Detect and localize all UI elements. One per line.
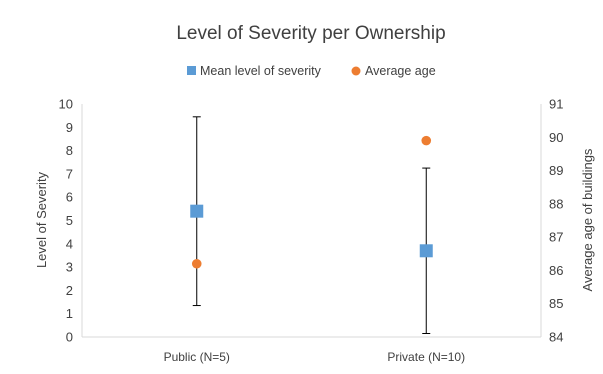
right-axis-title: Average age of buildings <box>580 148 595 291</box>
left-tick-label: 10 <box>59 97 73 112</box>
category-labels: Public (N=5) Private (N=10) <box>164 350 466 364</box>
mean-severity-point <box>419 244 433 258</box>
left-tick-label: 3 <box>66 260 73 275</box>
right-tick-label: 84 <box>549 330 563 345</box>
left-tick-label: 8 <box>66 143 73 158</box>
right-tick-label: 87 <box>549 230 563 245</box>
average-age-point <box>191 258 202 269</box>
right-tick-label: 91 <box>549 97 563 112</box>
right-axis-ticks: 84 85 86 87 88 89 90 91 <box>549 97 563 345</box>
left-tick-label: 4 <box>66 236 73 251</box>
legend: Mean level of severity Average age <box>187 64 436 78</box>
left-axis-title: Level of Severity <box>34 171 49 268</box>
right-tick-label: 90 <box>549 130 563 145</box>
right-tick-label: 89 <box>549 163 563 178</box>
right-tick-label: 86 <box>549 263 563 278</box>
data-marks <box>190 116 433 335</box>
right-tick-label: 85 <box>549 296 563 311</box>
left-tick-label: 6 <box>66 190 73 205</box>
left-tick-label: 2 <box>66 283 73 298</box>
category-label: Public (N=5) <box>164 350 230 364</box>
legend-label-mean-severity: Mean level of severity <box>200 64 322 78</box>
left-tick-label: 7 <box>66 166 73 181</box>
chart-title: Level of Severity per Ownership <box>176 23 445 44</box>
right-tick-label: 88 <box>549 196 563 211</box>
legend-marker-average-age <box>351 66 361 76</box>
average-age-point <box>421 135 432 146</box>
left-axis-ticks: 0 1 2 3 4 5 6 7 8 9 10 <box>59 97 73 345</box>
legend-marker-mean-severity <box>187 66 196 75</box>
mean-severity-point <box>190 204 204 218</box>
left-tick-label: 9 <box>66 120 73 135</box>
category-label: Private (N=10) <box>387 350 465 364</box>
left-tick-label: 5 <box>66 213 73 228</box>
legend-label-average-age: Average age <box>365 64 436 78</box>
left-tick-label: 1 <box>66 306 73 321</box>
left-tick-label: 0 <box>66 330 73 345</box>
